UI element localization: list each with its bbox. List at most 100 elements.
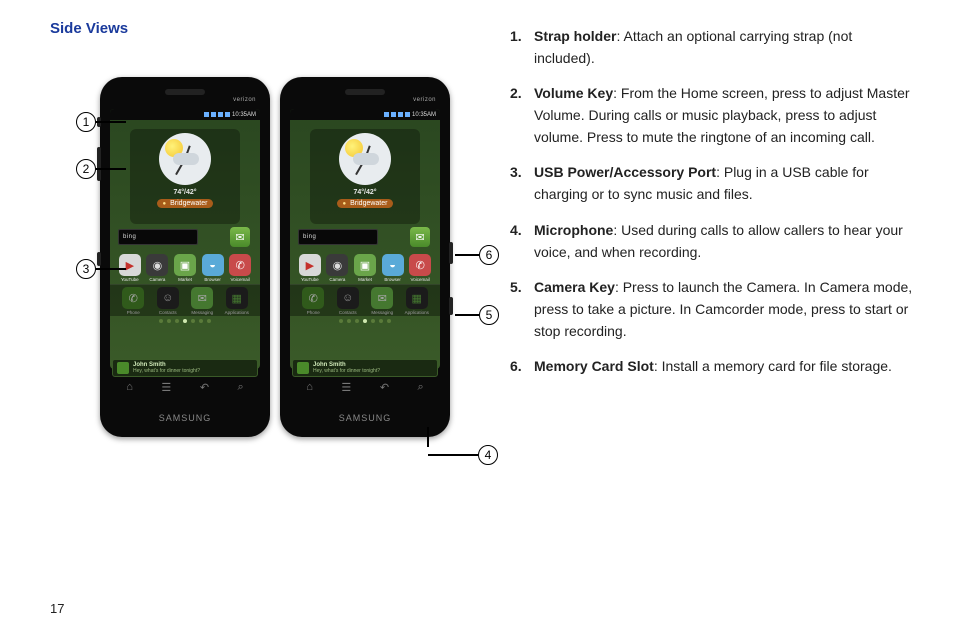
feature-text: Camera Key: Press to launch the Camera. … bbox=[534, 277, 914, 342]
dock-shortcut: ▦Applications bbox=[403, 287, 431, 315]
hardware-key-icon: ⌕ bbox=[238, 381, 244, 394]
feature-text: Memory Card Slot: Install a memory card … bbox=[534, 356, 892, 378]
feature-term: Memory Card Slot bbox=[534, 358, 654, 374]
feature-term: USB Power/Accessory Port bbox=[534, 164, 716, 180]
dock-shortcut: ✉Messaging bbox=[188, 287, 216, 315]
callout-bubble: 2 bbox=[76, 159, 96, 179]
dock-shortcut: ✆Phone bbox=[119, 287, 147, 315]
app-icon: ✆ bbox=[229, 254, 251, 276]
app-label: Camera bbox=[144, 277, 172, 282]
hardware-key-icon: ⌕ bbox=[418, 381, 424, 394]
notif-icon bbox=[297, 362, 309, 374]
earpiece bbox=[165, 89, 205, 95]
notif-icon bbox=[117, 362, 129, 374]
feature-text: Microphone: Used during calls to allow c… bbox=[534, 220, 914, 263]
hardware-key-icon: ⌂ bbox=[306, 381, 313, 393]
dock-label: Contacts bbox=[154, 310, 182, 315]
search-box: bing bbox=[298, 229, 378, 245]
callout-2: 2 bbox=[76, 159, 126, 179]
app-label: Camera bbox=[324, 277, 352, 282]
mail-widget-icon bbox=[230, 227, 250, 247]
feature-description-item: 4.Microphone: Used during calls to allow… bbox=[510, 220, 914, 263]
app-shortcut: ◉Camera bbox=[144, 254, 172, 282]
dock-label: Messaging bbox=[368, 310, 396, 315]
dock-row: ✆Phone☺Contacts✉Messaging▦Applications bbox=[116, 287, 254, 315]
feature-term: Camera Key bbox=[534, 279, 615, 295]
hardware-keys-row: ⌂ ☰ ↶ ⌕ bbox=[112, 377, 258, 397]
feature-description-item: 3.USB Power/Accessory Port: Plug in a US… bbox=[510, 162, 914, 205]
callout-3: 3 bbox=[76, 259, 126, 279]
status-bar: 10:35AM bbox=[290, 109, 440, 120]
dock-icon: ✉ bbox=[371, 287, 393, 309]
dock-icon: ✆ bbox=[122, 287, 144, 309]
callout-6: 6 bbox=[455, 245, 499, 265]
phone-side-views-figure: verizon 10:35AM74°/42°Bridgewaterbing▶Yo… bbox=[80, 67, 480, 507]
callout-bubble: 3 bbox=[76, 259, 96, 279]
app-icon: ✆ bbox=[409, 254, 431, 276]
hardware-key-icon: ☰ bbox=[161, 381, 171, 394]
weather-widget: 74°/42° Bridgewater bbox=[310, 129, 420, 224]
memory-slot-nub bbox=[449, 242, 453, 264]
phone-screen: 10:35AM 74°/42° Bridgewater bing ▶YouTube◉Ca… bbox=[290, 109, 440, 369]
hardware-key-icon: ↶ bbox=[200, 381, 209, 394]
clock-icon bbox=[159, 133, 211, 185]
callout-5: 5 bbox=[455, 305, 499, 325]
hardware-key-icon: ↶ bbox=[380, 381, 389, 394]
page-number: 17 bbox=[50, 601, 64, 616]
app-shortcut: ◒Browser bbox=[199, 254, 227, 282]
feature-number: 5. bbox=[510, 277, 534, 342]
temperature-label: 74°/42° bbox=[173, 189, 196, 196]
phone-right-view: verizon 10:35AM74°/42°Bridgewaterbing▶Yo… bbox=[280, 77, 450, 437]
temperature-label: 74°/42° bbox=[353, 189, 376, 196]
feature-description-item: 1.Strap holder: Attach an optional carry… bbox=[510, 26, 914, 69]
notif-message: Hey, what's for dinner tonight? bbox=[133, 368, 200, 374]
feature-number: 4. bbox=[510, 220, 534, 263]
notif-message: Hey, what's for dinner tonight? bbox=[313, 368, 380, 374]
app-row: ▶YouTube◉Camera▣Market◒Browser✆Voicemail bbox=[296, 254, 434, 282]
feature-number: 1. bbox=[510, 26, 534, 69]
app-label: Voicemail bbox=[226, 277, 254, 282]
app-row: ▶YouTube◉Camera▣Market◒Browser✆Voicemail bbox=[116, 254, 254, 282]
feature-text: Strap holder: Attach an optional carryin… bbox=[534, 26, 914, 69]
app-shortcut: ◒Browser bbox=[379, 254, 407, 282]
feature-text: Volume Key: From the Home screen, press … bbox=[534, 83, 914, 148]
brand-label: SAMSUNG bbox=[100, 413, 270, 423]
left-column: Side Views verizon 10:35AM74°/42°Bridgew… bbox=[50, 20, 470, 507]
dock-label: Phone bbox=[119, 310, 147, 315]
hardware-keys-row: ⌂☰↶⌕ bbox=[292, 377, 438, 397]
app-label: Browser bbox=[199, 277, 227, 282]
search-engine-label: bing bbox=[303, 234, 316, 240]
feature-number: 2. bbox=[510, 83, 534, 148]
dock-icon: ▦ bbox=[226, 287, 248, 309]
dock-icon: ☺ bbox=[157, 287, 179, 309]
earpiece bbox=[345, 89, 385, 95]
hardware-key-icon: ⌂ bbox=[126, 381, 133, 393]
feature-description-item: 6.Memory Card Slot: Install a memory car… bbox=[510, 356, 914, 378]
feature-description-item: 5.Camera Key: Press to launch the Camera… bbox=[510, 277, 914, 342]
feature-description-item: 2.Volume Key: From the Home screen, pres… bbox=[510, 83, 914, 148]
dock-shortcut: ▦Applications bbox=[223, 287, 251, 315]
callout-bubble: 5 bbox=[479, 305, 499, 325]
dock-shortcut: ☺Contacts bbox=[154, 287, 182, 315]
app-label: YouTube bbox=[296, 277, 324, 282]
dock-icon: ✆ bbox=[302, 287, 324, 309]
callout-1: 1 bbox=[76, 112, 126, 132]
brand-label: SAMSUNG bbox=[280, 413, 450, 423]
app-label: Browser bbox=[379, 277, 407, 282]
app-shortcut: ▶YouTube bbox=[296, 254, 324, 282]
feature-number: 6. bbox=[510, 356, 534, 378]
app-shortcut: ◉Camera bbox=[324, 254, 352, 282]
feature-term: Microphone bbox=[534, 222, 613, 238]
dock-icon: ✉ bbox=[191, 287, 213, 309]
location-pill: Bridgewater bbox=[337, 199, 394, 208]
dock-label: Phone bbox=[299, 310, 327, 315]
dock-label: Applications bbox=[403, 310, 431, 315]
search-box: bing bbox=[118, 229, 198, 245]
callout-bubble: 6 bbox=[479, 245, 499, 265]
callout-4: 4 bbox=[428, 445, 498, 465]
notification-bar: John Smith Hey, what's for dinner tonigh… bbox=[112, 359, 258, 377]
feature-term: Volume Key bbox=[534, 85, 613, 101]
callout-bubble: 4 bbox=[478, 445, 498, 465]
status-bar: 10:35AM bbox=[110, 109, 260, 120]
app-icon: ▣ bbox=[354, 254, 376, 276]
